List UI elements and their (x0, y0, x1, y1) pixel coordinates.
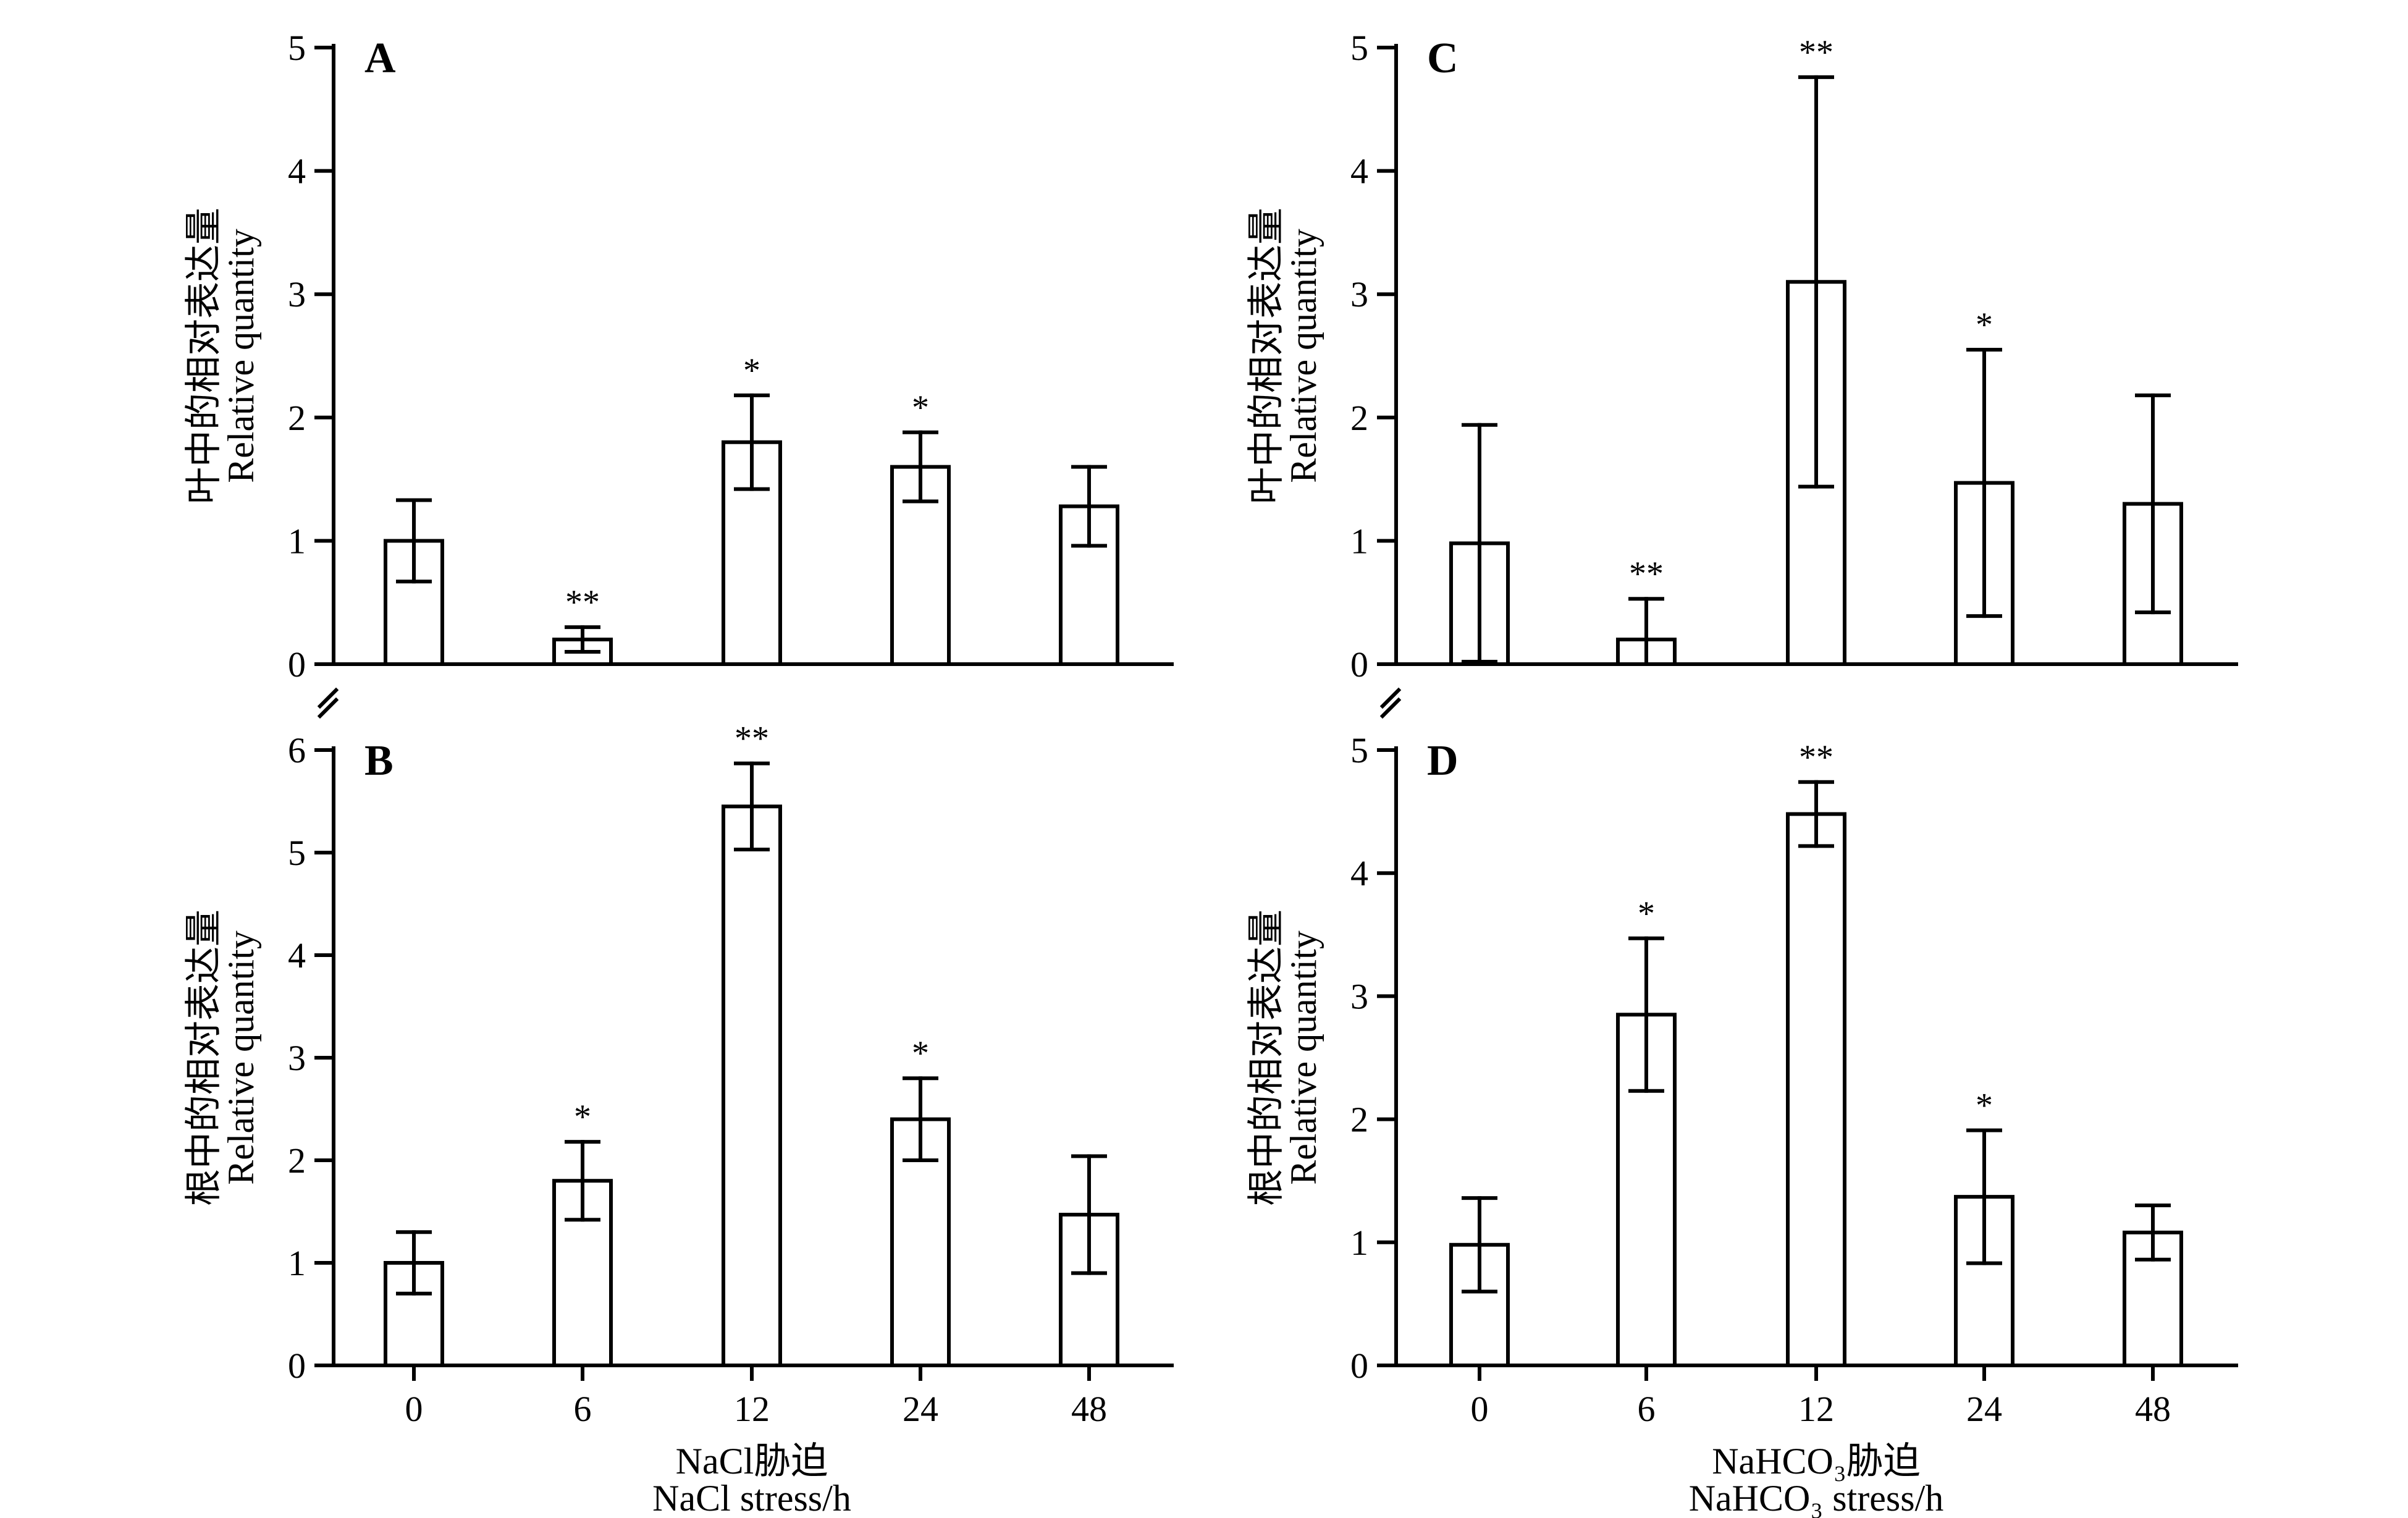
y-tick-label: 1 (288, 1243, 306, 1283)
x-tick-label: 0 (405, 1389, 423, 1429)
y-tick-label: 0 (288, 644, 306, 685)
y-tick-label: 5 (1350, 730, 1368, 770)
x-tick-label: 24 (903, 1389, 938, 1429)
significance-label: * (1976, 1087, 1993, 1125)
x-tick-label: 48 (1071, 1389, 1107, 1429)
x-tick-label: 48 (2135, 1389, 2171, 1429)
y-axis-title-cn: 叶中的相对表达量 (1246, 208, 1287, 504)
y-tick-label: 2 (1350, 398, 1368, 438)
y-tick-label: 2 (1350, 1100, 1368, 1140)
xlabel-left-cn: NaCl胁迫 (676, 1441, 828, 1482)
x-tick-label: 24 (1966, 1389, 2002, 1429)
significance-label: * (1638, 895, 1655, 933)
x-tick-label: 12 (1798, 1389, 1834, 1429)
y-tick-label: 3 (1350, 274, 1368, 314)
significance-label: ** (1799, 738, 1833, 777)
x-tick-label: 6 (574, 1389, 592, 1429)
y-axis-title-en: Relative quantity (221, 229, 261, 483)
axis-break-mark (1379, 697, 1402, 719)
xlabel-left-en: NaCl stress/h (652, 1478, 851, 1518)
xlabel-right-cn: NaHCO₃胁迫 (1712, 1441, 1921, 1482)
x-tick-label: 6 (1638, 1389, 1656, 1429)
y-axis-title-en: Relative quantity (1283, 229, 1324, 483)
y-axis-title-cn: 根中的相对表达量 (183, 909, 224, 1206)
significance-label: * (1976, 306, 1993, 344)
y-axis-title-en: Relative quantity (1283, 930, 1324, 1185)
y-tick-label: 1 (1350, 1223, 1368, 1263)
y-tick-label: 0 (1350, 1346, 1368, 1386)
y-tick-label: 5 (288, 833, 306, 873)
y-tick-label: 4 (288, 151, 306, 192)
y-tick-label: 0 (1350, 644, 1368, 685)
significance-label: * (574, 1098, 591, 1136)
axis-break-mark (317, 697, 339, 719)
xlabel-right-en: NaHCO₃ stress/h (1689, 1478, 1944, 1518)
y-tick-label: 1 (288, 521, 306, 561)
significance-label: * (912, 389, 929, 427)
panel-letter: D (1427, 737, 1459, 785)
y-axis-title-cn: 叶中的相对表达量 (183, 208, 224, 504)
axis-break-mark (317, 687, 339, 709)
y-tick-label: 5 (1350, 28, 1368, 68)
y-tick-label: 5 (288, 28, 306, 68)
panel-letter: C (1427, 35, 1459, 82)
y-axis-title-en: Relative quantity (221, 930, 261, 1185)
x-tick-label: 0 (1471, 1389, 1489, 1429)
panel-letter: B (364, 737, 394, 785)
y-tick-label: 0 (288, 1346, 306, 1386)
significance-label: * (912, 1034, 929, 1073)
y-tick-label: 4 (288, 935, 306, 976)
y-axis-title-cn: 根中的相对表达量 (1246, 909, 1287, 1206)
significance-label: * (743, 352, 760, 390)
y-tick-label: 2 (288, 398, 306, 438)
bar (1786, 812, 1846, 1367)
x-tick-label: 12 (734, 1389, 770, 1429)
significance-label: ** (1629, 555, 1664, 593)
y-tick-label: 4 (1350, 853, 1368, 893)
axis-break-mark (1379, 687, 1402, 709)
significance-label: ** (1799, 33, 1833, 72)
y-tick-label: 4 (1350, 151, 1368, 192)
bar (722, 804, 782, 1368)
y-tick-label: 3 (288, 1038, 306, 1078)
y-tick-label: 3 (1350, 976, 1368, 1016)
y-tick-label: 6 (288, 730, 306, 770)
y-tick-label: 1 (1350, 521, 1368, 561)
y-tick-label: 3 (288, 274, 306, 314)
panel-letter: A (364, 35, 396, 82)
significance-label: ** (735, 720, 769, 758)
significance-label: ** (565, 583, 600, 622)
y-tick-label: 2 (288, 1141, 306, 1181)
